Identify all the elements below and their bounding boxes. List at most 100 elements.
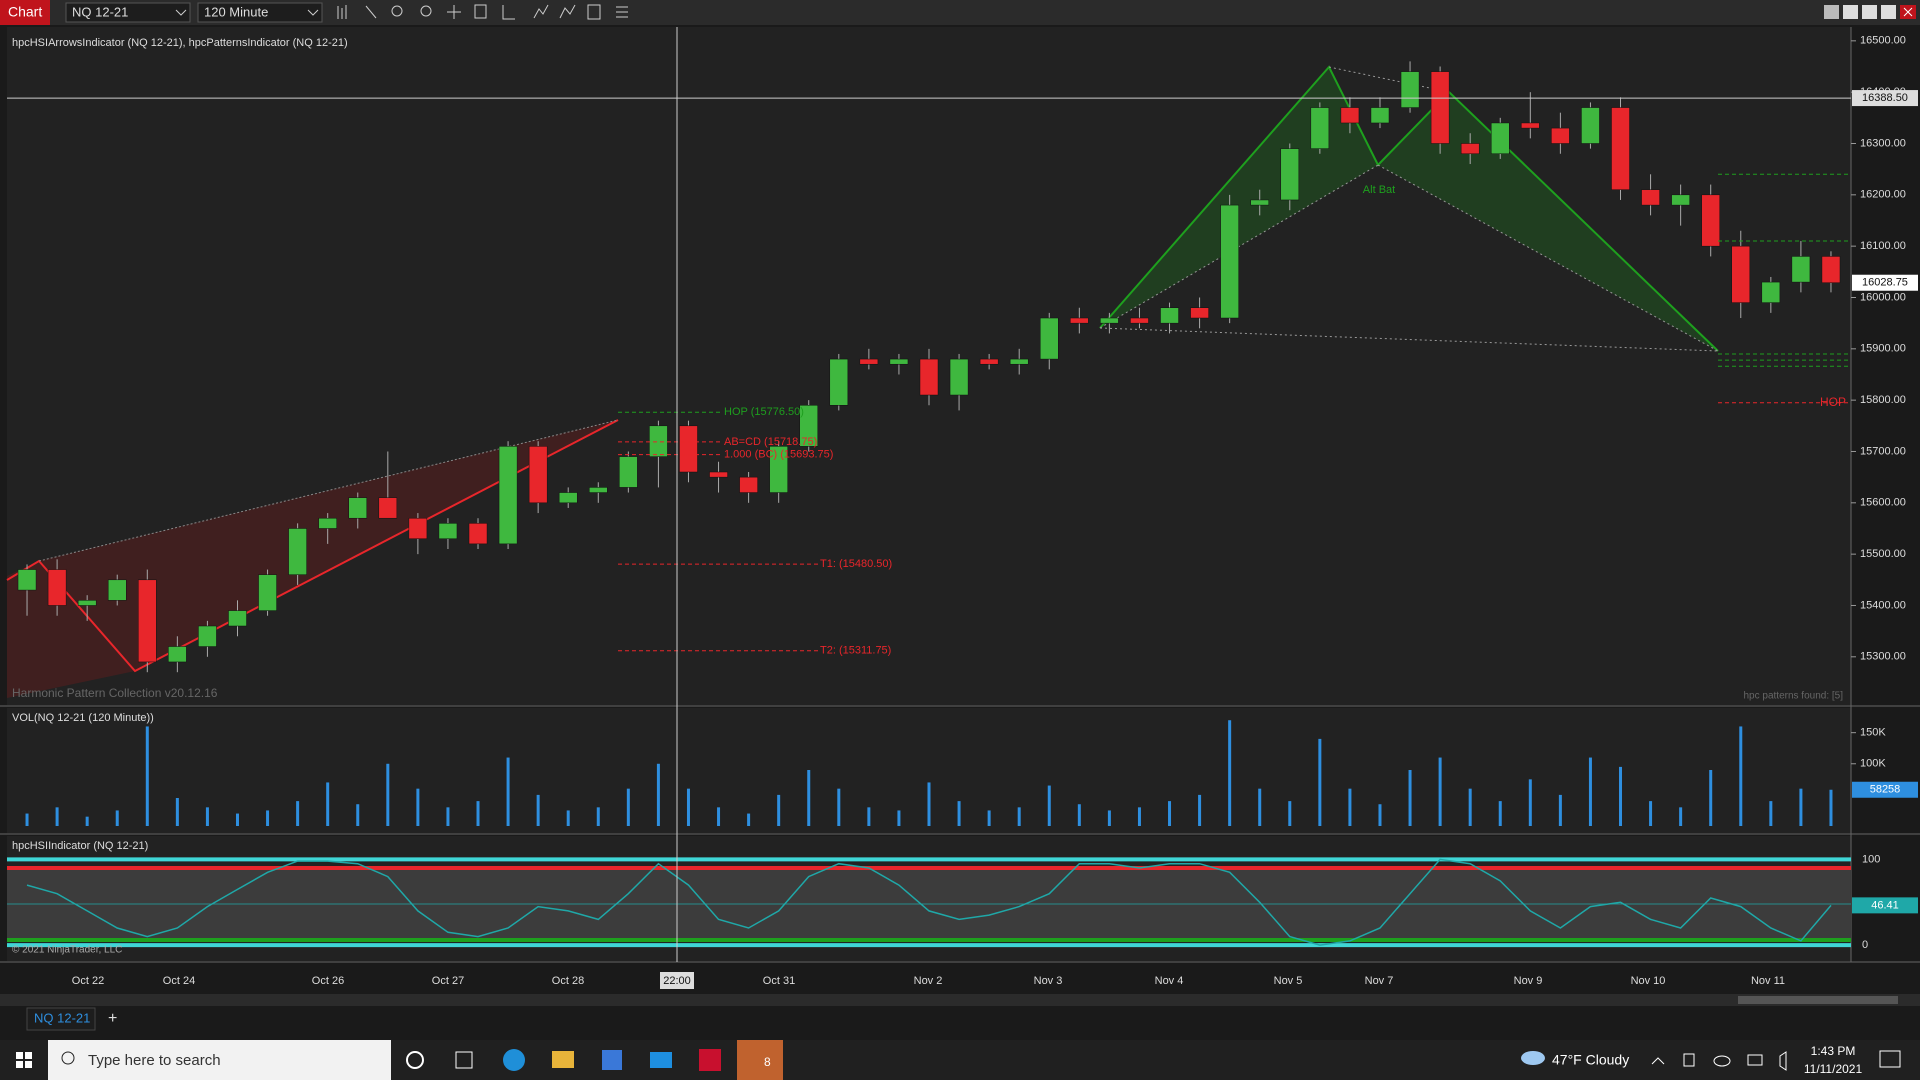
volume-bar <box>55 807 59 826</box>
tab-bar <box>0 1006 1920 1040</box>
x-tick-label: Oct 22 <box>72 975 104 987</box>
app-icon[interactable] <box>699 1049 721 1071</box>
candle-body <box>1310 107 1330 149</box>
volume-bar <box>536 794 540 826</box>
instrument-text: NQ 12-21 <box>72 4 128 19</box>
candle-body <box>318 517 337 529</box>
cortana-icon[interactable] <box>406 1051 424 1069</box>
y-tick-label: 16100.00 <box>1860 240 1906 252</box>
mail-icon[interactable] <box>650 1052 672 1068</box>
candle-body <box>859 358 879 365</box>
volume-bar <box>1468 788 1472 826</box>
explorer-icon[interactable] <box>552 1051 574 1068</box>
volume-bar <box>566 810 570 826</box>
x-tick-label: Nov 10 <box>1631 975 1666 987</box>
panel-title: hpcHSIIndicator (NQ 12-21) <box>12 840 148 852</box>
volume-bar <box>596 807 600 826</box>
volume-bar <box>1348 788 1352 826</box>
candle-body <box>498 446 518 545</box>
add-tab[interactable]: + <box>108 1010 117 1027</box>
candle-body <box>228 610 247 627</box>
volume-bar <box>1378 804 1382 826</box>
volume-bar <box>1498 801 1502 826</box>
notifications[interactable] <box>1879 1050 1901 1068</box>
x-tick-label: Nov 11 <box>1751 975 1785 987</box>
volume-bar <box>957 801 961 826</box>
candle-body <box>1039 317 1059 360</box>
level-label: HOP <box>1820 395 1846 409</box>
instrument-select[interactable] <box>65 2 191 23</box>
y-tick-label: 150K <box>1860 727 1886 739</box>
candle-body <box>1521 122 1540 129</box>
level-label: HOP (15776.50) <box>724 406 804 418</box>
candle-body <box>77 600 97 606</box>
candle-body <box>1460 143 1480 155</box>
last-price-box <box>1852 274 1918 291</box>
volume-bar <box>1769 801 1773 826</box>
volume-bar <box>25 813 29 826</box>
search-icon <box>61 1051 75 1065</box>
x-tick-label: Nov 7 <box>1365 975 1394 987</box>
volume-bar <box>1558 794 1562 826</box>
chart-tab[interactable] <box>0 0 50 25</box>
x-tick-label: Oct 28 <box>552 975 584 987</box>
volume-bar <box>867 807 871 826</box>
edge-icon[interactable] <box>503 1049 525 1071</box>
y-tick-label: 16500.00 <box>1860 35 1906 47</box>
candle-body <box>528 446 548 504</box>
candle-body <box>1250 199 1269 206</box>
y-tick-label: 16000.00 <box>1860 291 1906 303</box>
volume-bar <box>356 804 360 826</box>
volume-bar <box>1137 807 1141 826</box>
clock-date[interactable]: 11/11/2021 <box>1804 1062 1863 1076</box>
pattern-fill <box>1378 92 1718 351</box>
volume-bar <box>807 770 811 826</box>
search-box[interactable] <box>48 1040 391 1080</box>
candle-body <box>949 358 969 396</box>
candle-body <box>1190 307 1209 319</box>
candle-body <box>979 358 999 365</box>
store-icon[interactable] <box>602 1050 622 1070</box>
scrollbar[interactable] <box>0 994 1920 1006</box>
candle-body <box>168 646 187 663</box>
volume-bar <box>987 810 991 826</box>
window-controls[interactable] <box>1824 5 1916 19</box>
panel-title: hpcHSIArrowsIndicator (NQ 12-21), hpcPat… <box>12 37 348 49</box>
scroll-thumb[interactable] <box>1738 996 1898 1004</box>
tray-icons[interactable] <box>1651 1051 1787 1071</box>
volume-bar <box>656 763 660 826</box>
weather-text[interactable]: 47°F Cloudy <box>1552 1052 1629 1068</box>
candle-body <box>919 358 939 396</box>
y-tick-label: 100K <box>1860 758 1886 770</box>
candle-body <box>1340 107 1360 124</box>
candle-body <box>1100 317 1119 324</box>
y-tick-label: 16300.00 <box>1860 137 1906 149</box>
candle-body <box>1400 71 1420 108</box>
ninjatrader-taskbar[interactable] <box>737 1040 783 1080</box>
y-tick-label: 15800.00 <box>1860 394 1906 406</box>
volume-bar <box>626 788 630 826</box>
chart-label: Chart <box>8 4 42 20</box>
volume-bar <box>1107 810 1111 826</box>
candle-body <box>408 517 428 539</box>
volume-bar <box>205 807 209 826</box>
y-tick-label: 15300.00 <box>1860 651 1906 663</box>
candle-body <box>1671 194 1690 206</box>
interval-select[interactable] <box>197 2 323 23</box>
volume-bar <box>296 801 300 826</box>
task-view-icon[interactable] <box>455 1051 473 1069</box>
y-tick-label: 15900.00 <box>1860 343 1906 355</box>
candle-body <box>1160 307 1179 324</box>
start-button[interactable] <box>16 1052 32 1068</box>
candle-body <box>438 523 458 539</box>
instrument-tab[interactable] <box>26 1007 96 1031</box>
crosshair-price: 16388.50 <box>1862 92 1908 104</box>
toolbar-icons[interactable] <box>337 4 628 20</box>
volume-bar <box>1408 770 1412 826</box>
y-tick-label: 15500.00 <box>1860 548 1906 560</box>
volume-bar <box>1318 738 1322 826</box>
clock-time[interactable]: 1:43 PM <box>1811 1044 1856 1058</box>
candle-body <box>1581 107 1600 144</box>
candle-body <box>198 625 217 647</box>
